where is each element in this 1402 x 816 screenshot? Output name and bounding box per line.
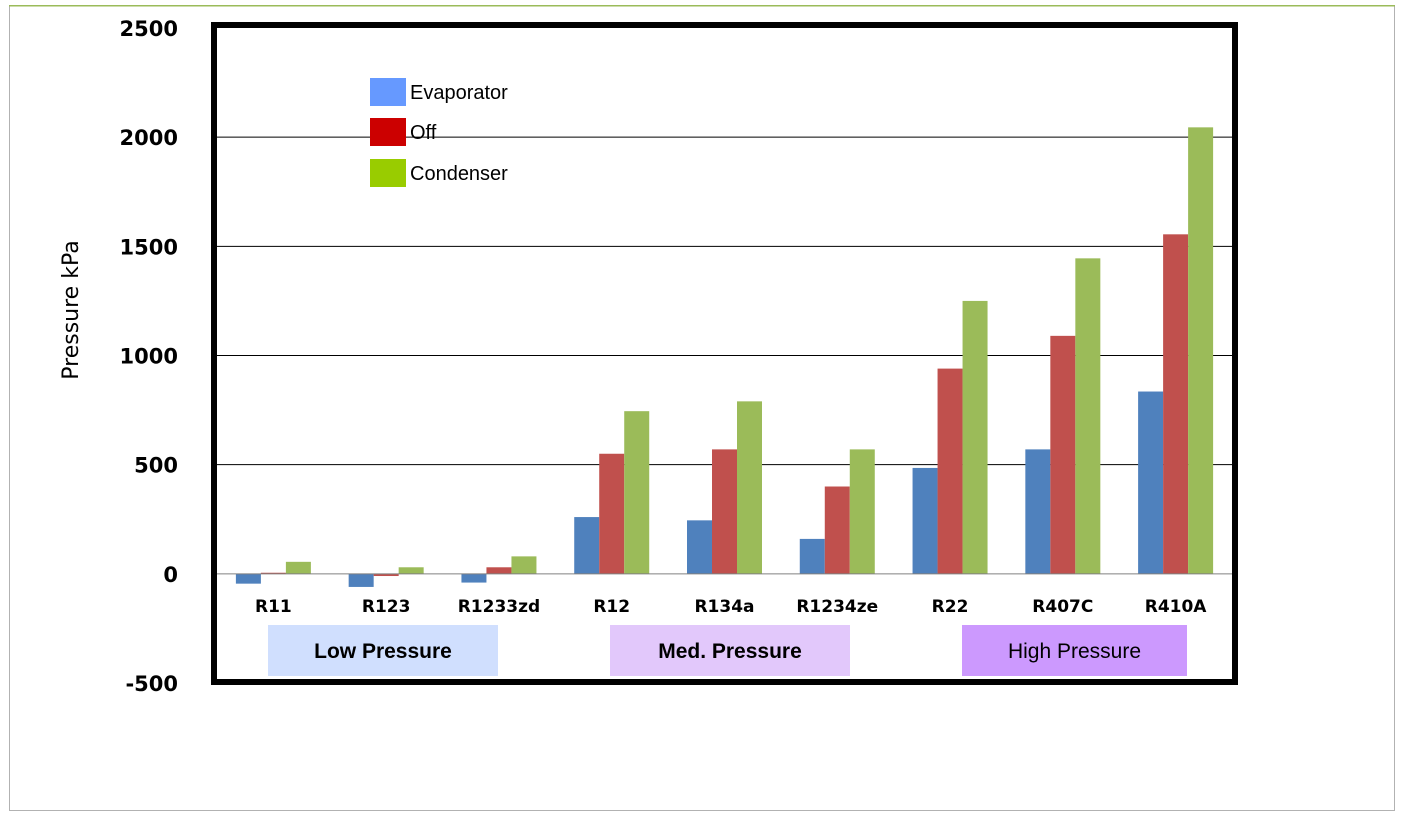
bars: [235, 127, 1214, 587]
bar-condenser-r22: [962, 300, 988, 574]
top-edge: [9, 5, 1395, 7]
legend: Evaporator Off Condenser: [370, 78, 508, 187]
legend-swatch: [370, 159, 406, 187]
x-tick-label: R123: [362, 597, 411, 617]
group-box: [962, 625, 1187, 676]
y-tick-label: 0: [163, 563, 178, 587]
legend-label: Off: [410, 122, 437, 144]
bar-off-r22: [937, 368, 963, 574]
x-tick-label: R407C: [1032, 597, 1093, 617]
group-box: [268, 625, 498, 676]
bar-off-r123: [373, 573, 399, 577]
x-tick-label: R12: [593, 597, 630, 617]
pressure-group-labels: Low Pressure Med. Pressure High Pressure: [268, 625, 1187, 676]
bar-off-r407c: [1050, 335, 1076, 574]
bar-evaporator-r407c: [1025, 449, 1051, 574]
bar-condenser-r410a: [1188, 127, 1214, 574]
group-label: Low Pressure: [314, 640, 452, 663]
bar-evaporator-r123: [348, 573, 374, 587]
bar-condenser-r1234ze: [849, 449, 875, 574]
legend-label: Evaporator: [410, 82, 508, 104]
x-tick-label: R1234ze: [796, 597, 878, 617]
y-tick-label: 500: [134, 454, 178, 478]
bar-off-r134a: [712, 449, 737, 574]
bar-evaporator-r1233zd: [461, 573, 487, 583]
x-tick-label: R134a: [694, 597, 754, 617]
bar-evaporator-r22: [912, 467, 938, 574]
y-axis-label: Pressure kPa: [59, 240, 84, 379]
bar-off-r11: [260, 572, 286, 574]
y-tick-label: -500: [125, 672, 178, 696]
x-tick-labels: R11 R123 R1233zd R12 R134a R1234ze R22 R407C R41…: [255, 597, 1207, 617]
y-tick-label: 1500: [120, 235, 178, 259]
legend-swatch: [370, 78, 406, 106]
legend-swatch: [370, 118, 406, 146]
bar-off-r1233zd: [486, 567, 512, 574]
x-tick-label: R22: [932, 597, 969, 617]
x-tick-label: R1233zd: [458, 597, 540, 617]
bar-evaporator-r1234ze: [799, 538, 825, 574]
y-tick-label: 1000: [120, 345, 178, 369]
bar-evaporator-r12: [574, 517, 600, 574]
group-box: [610, 625, 850, 676]
legend-label: Condenser: [410, 163, 508, 185]
bar-evaporator-r410a: [1138, 391, 1164, 574]
bar-condenser-r12: [624, 411, 650, 574]
x-tick-label: R11: [255, 597, 292, 617]
y-tick-label: 2500: [120, 17, 178, 41]
plot-border: [211, 22, 1238, 685]
bar-condenser-r407c: [1075, 258, 1101, 574]
bar-condenser-r11: [285, 561, 311, 574]
bar-evaporator-r11: [235, 573, 261, 584]
bar-condenser-r1233zd: [511, 556, 537, 574]
group-label: High Pressure: [1008, 640, 1141, 663]
bar-condenser-r134a: [737, 401, 762, 574]
bar-off-r1234ze: [824, 486, 850, 574]
bar-off-r410a: [1163, 234, 1189, 574]
y-tick-label: 2000: [120, 126, 178, 150]
bar-off-r12: [599, 453, 625, 574]
bar-evaporator-r134a: [687, 520, 712, 574]
y-tick-labels: 2500 2000 1500 1000 500 0 -500: [120, 17, 178, 696]
group-label: Med. Pressure: [658, 640, 802, 663]
x-tick-label: R410A: [1145, 597, 1208, 617]
bar-condenser-r123: [398, 567, 424, 574]
